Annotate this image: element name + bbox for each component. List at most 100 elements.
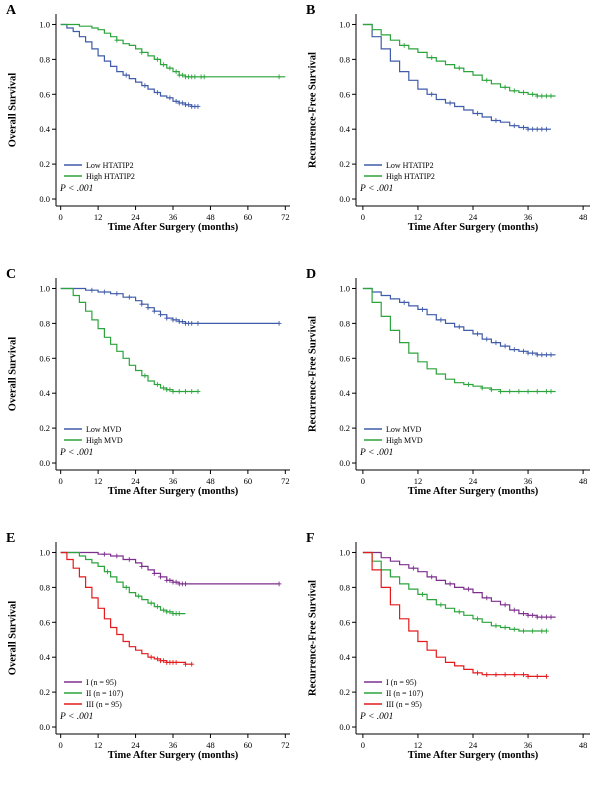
x-tick-label: 36	[524, 476, 533, 486]
x-tick-label: 0	[59, 476, 63, 486]
p-value-label: P < .001	[360, 184, 394, 194]
y-tick-label: 0.0	[339, 458, 350, 468]
x-tick-label: 0	[59, 740, 63, 750]
x-tick-label: 48	[206, 476, 215, 486]
y-tick-label: 1.0	[339, 547, 350, 557]
x-tick-label: 24	[131, 740, 140, 750]
x-tick-label: 36	[169, 740, 178, 750]
km-curve	[60, 23, 286, 78]
km-plot-f: 0.0 0.2 0.4 0.6 0.8 1.0 0 12 24 36 48 I (n = 95) II …	[339, 542, 590, 750]
legend-label: Low HTATIP2	[86, 161, 134, 170]
y-tick-label: 0.6	[339, 89, 350, 99]
panel-e: E Overall Survival 0.0 0.2 0.4 0.6 0.8 1.0 0 12…	[0, 528, 300, 792]
panel-letter: D	[306, 267, 317, 282]
x-axis-title: Time After Surgery (months)	[407, 222, 539, 233]
km-curve	[362, 551, 556, 618]
km-curve	[60, 287, 198, 393]
y-tick-label: 0.8	[39, 582, 50, 592]
legend-label: Low HTATIP2	[386, 161, 434, 170]
km-curve	[362, 287, 556, 356]
x-axis-title: Time After Surgery (months)	[107, 750, 239, 761]
x-tick-label: 48	[206, 740, 215, 750]
km-plot-a: 0.0 0.2 0.4 0.6 0.8 1.0 0 12 24 36 48 60 72 Low HTATI…	[39, 14, 290, 222]
y-tick-label: 0.2	[339, 159, 350, 169]
y-tick-label: 0.2	[39, 159, 50, 169]
x-tick-label: 60	[244, 476, 253, 486]
y-tick-label: 0.4	[39, 652, 50, 662]
x-axis-title: Time After Surgery (months)	[107, 486, 239, 497]
x-tick-label: 12	[94, 212, 103, 222]
x-tick-label: 0	[361, 740, 365, 750]
y-tick-label: 0.4	[339, 652, 350, 662]
x-tick-label: 36	[169, 212, 178, 222]
km-plot-e: 0.0 0.2 0.4 0.6 0.8 1.0 0 12 24 36 48 60 72 I (n = 95…	[39, 542, 290, 750]
y-tick-label: 0.0	[39, 722, 50, 732]
y-tick-label: 0.0	[339, 722, 350, 732]
y-tick-label: 0.8	[339, 582, 350, 592]
p-value-label: P < .001	[60, 448, 94, 458]
x-axis-title: Time After Surgery (months)	[407, 750, 539, 761]
legend-label: II (n = 107)	[86, 689, 124, 698]
x-tick-label: 60	[244, 740, 253, 750]
x-tick-label: 12	[414, 212, 423, 222]
panel-b: B Recurrence-Free Survival 0.0 0.2 0.4 0.6 0…	[300, 0, 600, 264]
panel-c: C Overall Survival 0.0 0.2 0.4 0.6 0.8 1.0 0 12…	[0, 264, 300, 528]
legend-label: Low MVD	[86, 425, 122, 434]
panel-d: D Recurrence-Free Survival 0.0 0.2 0.4 0.6 0…	[300, 264, 600, 528]
y-tick-label: 1.0	[39, 547, 50, 557]
x-tick-label: 48	[579, 212, 588, 222]
y-tick-label: 0.4	[39, 124, 50, 134]
x-tick-label: 48	[579, 740, 588, 750]
legend-label: Low MVD	[386, 425, 422, 434]
y-tick-label: 1.0	[39, 283, 50, 293]
km-curve	[60, 551, 192, 665]
km-curve	[362, 287, 556, 393]
x-axis-title: Time After Surgery (months)	[107, 222, 239, 233]
y-tick-label: 0.4	[339, 124, 350, 134]
legend-label: High HTATIP2	[386, 172, 435, 181]
km-plot-d: 0.0 0.2 0.4 0.6 0.8 1.0 0 12 24 36 48 Low MVD High M…	[339, 278, 590, 486]
x-tick-label: 72	[281, 212, 290, 222]
x-tick-label: 24	[469, 740, 478, 750]
panel-a: A Overall Survival 0.0 0.2 0.4 0.6 0.8 1.0 0 12…	[0, 0, 300, 264]
p-value-label: P < .001	[360, 712, 394, 722]
y-tick-label: 0.2	[39, 687, 50, 697]
x-tick-label: 48	[579, 476, 588, 486]
km-curve	[362, 551, 547, 632]
x-axis-title: Time After Surgery (months)	[407, 486, 539, 497]
legend-label: I (n = 95)	[386, 678, 417, 687]
y-tick-label: 0.8	[39, 318, 50, 328]
y-tick-label: 0.6	[39, 353, 50, 363]
legend-label: High MVD	[86, 436, 123, 445]
p-value-label: P < .001	[60, 712, 94, 722]
km-curve	[60, 551, 186, 615]
x-tick-label: 36	[524, 740, 533, 750]
km-curve	[362, 23, 556, 97]
y-tick-label: 0.0	[39, 458, 50, 468]
panel-f: F Recurrence-Free Survival 0.0 0.2 0.4 0.6 0…	[300, 528, 600, 792]
panel-letter: E	[6, 531, 16, 546]
y-tick-label: 0.6	[339, 353, 350, 363]
y-tick-label: 0.6	[339, 617, 350, 627]
y-tick-label: 1.0	[39, 19, 50, 29]
y-tick-label: 0.2	[39, 423, 50, 433]
x-tick-label: 24	[131, 476, 140, 486]
x-tick-label: 24	[469, 476, 478, 486]
x-tick-label: 0	[59, 212, 63, 222]
x-tick-label: 36	[169, 476, 178, 486]
km-curve	[60, 23, 198, 108]
y-tick-label: 0.4	[39, 388, 50, 398]
y-tick-label: 1.0	[339, 283, 350, 293]
x-tick-label: 72	[281, 740, 290, 750]
p-value-label: P < .001	[360, 448, 394, 458]
km-plot-b: 0.0 0.2 0.4 0.6 0.8 1.0 0 12 24 36 48 Low HTATIP2 Hi…	[339, 14, 590, 222]
x-tick-label: 12	[414, 740, 423, 750]
y-tick-label: 0.2	[339, 687, 350, 697]
legend-label: High HTATIP2	[86, 172, 135, 181]
x-tick-label: 60	[244, 212, 253, 222]
legend-label: I (n = 95)	[86, 678, 117, 687]
legend-label: High MVD	[386, 436, 423, 445]
x-tick-label: 48	[206, 212, 215, 222]
km-curve	[60, 287, 280, 324]
x-tick-label: 24	[131, 212, 140, 222]
